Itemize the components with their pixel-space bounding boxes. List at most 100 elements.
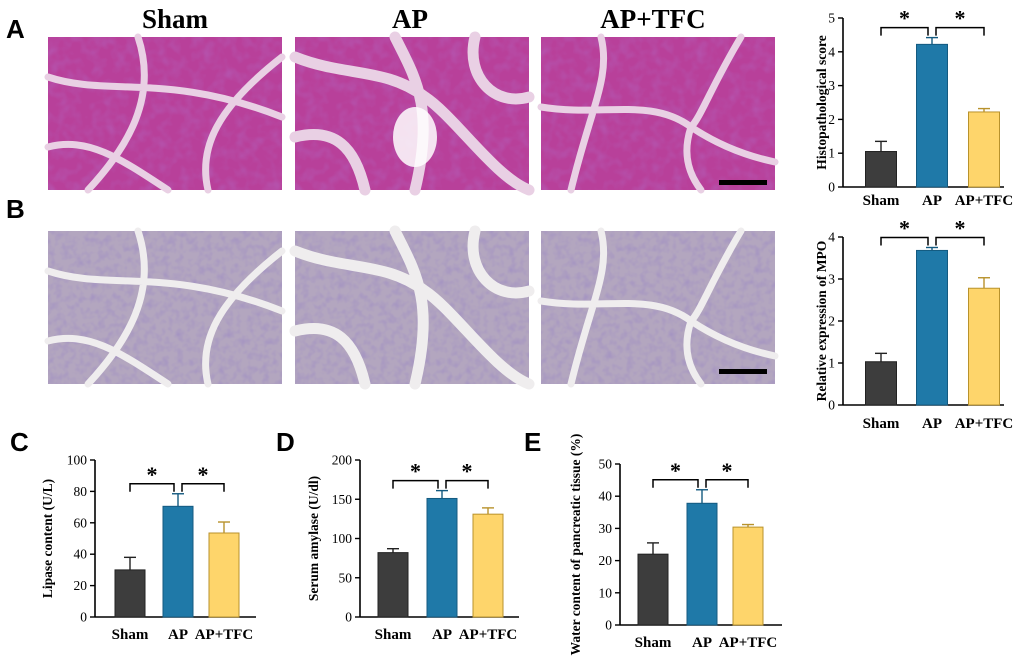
- tissue-texture: [48, 231, 282, 384]
- bar-chart-water-content: 0 10 20 30 40 50 Water content of pancreatic t…: [568, 434, 782, 656]
- y-tick-label: 0: [345, 610, 352, 625]
- micrograph-a-sham: [44, 33, 286, 194]
- y-tick-label: 3: [828, 272, 835, 287]
- significance-bracket: [880, 236, 929, 246]
- panel-letter-e: E: [524, 427, 541, 457]
- interlobular-space: [289, 31, 535, 196]
- micrograph-b-ap: [289, 225, 535, 390]
- significance-star: *: [955, 216, 966, 241]
- y-tick-label: 50: [339, 570, 353, 585]
- y-tick-label: 60: [74, 515, 88, 530]
- y-axis-label: Lipase content (U/L): [40, 479, 55, 598]
- bar-ap: [162, 505, 194, 618]
- y-tick-label: 30: [599, 521, 613, 536]
- significance-star: *: [899, 6, 910, 31]
- bar-sham: [637, 553, 669, 626]
- y-tick-label: 0: [828, 180, 835, 195]
- significance-star: *: [462, 459, 473, 484]
- significance-star: *: [147, 462, 158, 487]
- interlobular-space: [537, 33, 779, 194]
- micrograph-a-ap-tfc: [537, 33, 779, 194]
- column-title-sham: Sham: [142, 4, 209, 34]
- y-tick-label: 80: [74, 484, 88, 499]
- y-tick-label: 0: [80, 610, 87, 625]
- interlobular-space: [289, 225, 535, 390]
- category-label: AP: [922, 416, 942, 432]
- significance-bracket: [129, 483, 175, 492]
- bar-ap-tfc: [208, 532, 240, 618]
- bar-ap: [686, 502, 718, 626]
- category-label: Sham: [112, 627, 149, 643]
- bar-ap-tfc: [968, 287, 1000, 406]
- micrograph-b-sham: [44, 227, 286, 388]
- bar-ap: [916, 43, 948, 188]
- significance-star: *: [722, 458, 733, 483]
- y-tick-label: 1: [828, 356, 835, 371]
- y-tick-label: 100: [67, 453, 88, 468]
- bar-sham: [865, 151, 897, 188]
- bar-sham: [377, 552, 409, 618]
- category-label: AP+TFC: [719, 635, 778, 651]
- bar-sham: [865, 361, 897, 406]
- significance-bracket: [445, 479, 489, 489]
- y-axis-label: Histopathological score: [814, 35, 829, 169]
- significance-bracket: [652, 479, 699, 488]
- interlobular-space: [44, 227, 286, 388]
- y-tick-label: 20: [599, 553, 613, 568]
- bar-ap-tfc: [968, 111, 1000, 188]
- category-label: Sham: [375, 627, 412, 643]
- scale-bar: [719, 369, 767, 374]
- y-tick-label: 3: [828, 78, 835, 93]
- bar-chart-lipase: 0 20 40 60 80 100 Lipase content (U/L) Sham AP AP…: [40, 453, 256, 643]
- column-title-ap-tfc: AP+TFC: [600, 4, 705, 34]
- y-tick-label: 1: [828, 146, 835, 161]
- category-label: AP: [168, 627, 188, 643]
- category-label: AP: [922, 193, 942, 209]
- tissue-texture: [48, 37, 282, 190]
- category-label: Sham: [635, 635, 672, 651]
- significance-bracket: [392, 479, 439, 489]
- y-tick-label: 4: [828, 230, 835, 245]
- y-tick-label: 4: [828, 44, 835, 59]
- significance-bracket: [705, 479, 749, 488]
- significance-star: *: [670, 458, 681, 483]
- interlobular-space: [44, 33, 286, 194]
- category-label: AP+TFC: [195, 627, 254, 643]
- category-label: AP: [692, 635, 712, 651]
- bar-ap-tfc: [732, 526, 764, 626]
- y-tick-label: 5: [828, 11, 835, 26]
- y-tick-label: 40: [74, 547, 88, 562]
- significance-bracket: [880, 26, 929, 36]
- y-tick-label: 50: [599, 457, 613, 472]
- interlobular-space: [537, 227, 779, 388]
- y-axis-label: Water content of pancreatic tissue (%): [568, 434, 583, 656]
- category-label: AP: [432, 627, 452, 643]
- y-tick-label: 2: [828, 314, 835, 329]
- category-label: AP+TFC: [955, 416, 1014, 432]
- panel-letter-a: A: [6, 14, 25, 44]
- significance-star: *: [198, 462, 209, 487]
- column-title-ap: AP: [392, 4, 428, 34]
- bar-ap: [426, 497, 458, 618]
- panel-letter-b: B: [6, 194, 25, 224]
- bar-ap: [916, 249, 948, 406]
- y-tick-label: 100: [332, 531, 353, 546]
- y-tick-label: 2: [828, 112, 835, 127]
- significance-bracket: [181, 483, 225, 492]
- y-axis-label: Serum amylase (U/dl): [306, 476, 321, 601]
- category-label: AP+TFC: [955, 193, 1014, 209]
- edema-area: [393, 107, 437, 167]
- y-tick-label: 0: [828, 398, 835, 413]
- y-tick-label: 150: [332, 492, 353, 507]
- category-label: Sham: [863, 193, 900, 209]
- micrograph-b-ap-tfc: [537, 227, 779, 388]
- y-tick-label: 200: [332, 453, 353, 468]
- y-tick-label: 10: [599, 585, 613, 600]
- bar-chart-histopathological-score: 0 1 2 3 4 5 Histopathological score Sham AP AP+TF…: [814, 6, 1013, 209]
- category-label: Sham: [863, 416, 900, 432]
- bar-ap-tfc: [472, 513, 504, 618]
- y-tick-label: 0: [605, 618, 612, 633]
- significance-bracket: [935, 26, 985, 36]
